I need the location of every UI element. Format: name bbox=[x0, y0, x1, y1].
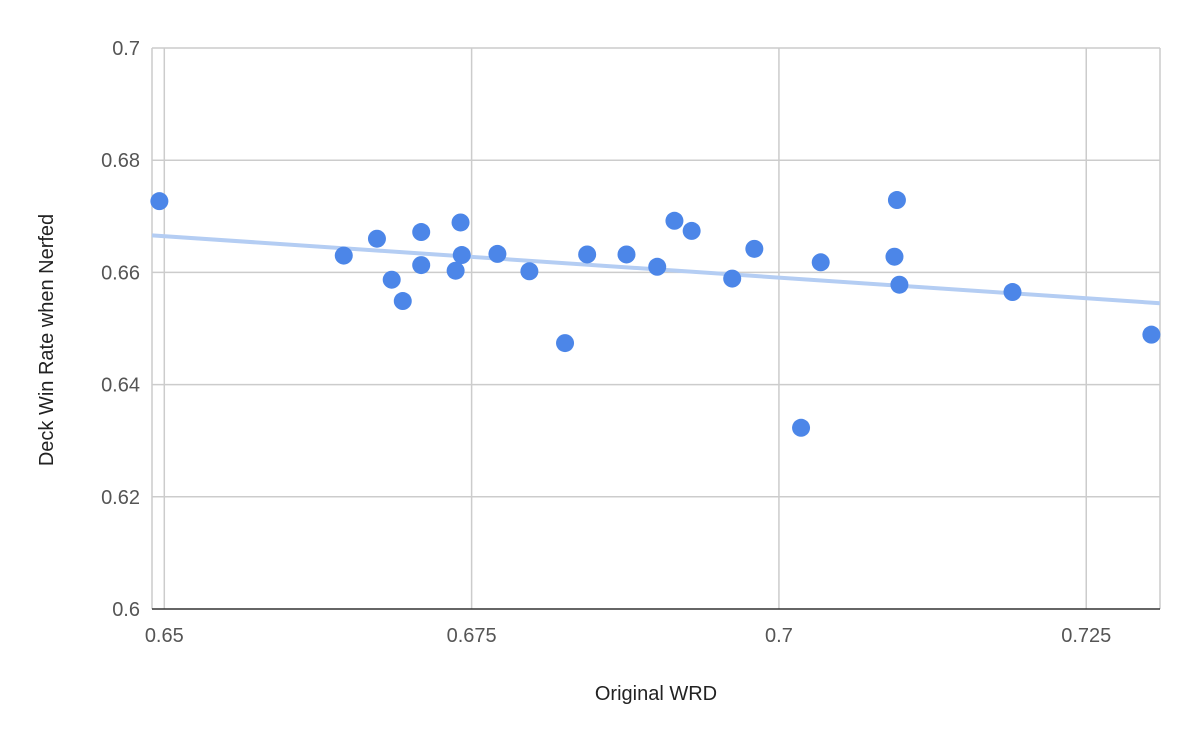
data-point bbox=[412, 256, 431, 275]
data-point bbox=[452, 246, 471, 265]
data-point bbox=[367, 229, 386, 248]
data-point bbox=[811, 253, 830, 272]
data-point bbox=[556, 334, 575, 353]
data-point bbox=[446, 261, 465, 280]
x-gridlines bbox=[151, 48, 1161, 609]
data-point bbox=[723, 269, 742, 288]
data-point bbox=[887, 191, 906, 210]
data-point bbox=[520, 262, 539, 281]
x-axis-title: Original WRD bbox=[595, 683, 717, 705]
y-tick-label: 0.66 bbox=[101, 262, 140, 284]
data-point bbox=[792, 418, 811, 437]
data-point bbox=[1142, 325, 1161, 344]
data-point bbox=[648, 257, 667, 276]
x-tick-label: 0.65 bbox=[145, 625, 184, 647]
y-tick-labels: 0.6 0.62 0.64 0.66 0.68 0.7 bbox=[101, 38, 140, 621]
data-point bbox=[617, 245, 636, 264]
y-tick-label: 0.6 bbox=[112, 599, 140, 621]
data-point bbox=[150, 192, 169, 211]
data-point bbox=[885, 247, 904, 266]
data-point bbox=[890, 275, 909, 294]
x-tick-label: 0.7 bbox=[765, 625, 793, 647]
data-point bbox=[412, 223, 431, 242]
data-point bbox=[451, 213, 470, 232]
data-point bbox=[1003, 283, 1022, 302]
y-axis-title: Deck Win Rate when Nerfed bbox=[36, 214, 58, 466]
y-tick-label: 0.7 bbox=[112, 38, 140, 60]
data-point bbox=[382, 270, 401, 289]
data-point bbox=[334, 246, 353, 265]
x-tick-labels: 0.65 0.675 0.7 0.725 bbox=[145, 625, 1111, 647]
x-tick-label: 0.675 bbox=[447, 625, 497, 647]
data-point bbox=[665, 211, 684, 230]
y-tick-label: 0.68 bbox=[101, 150, 140, 172]
x-tick-label: 0.725 bbox=[1061, 625, 1111, 647]
y-tick-label: 0.64 bbox=[101, 375, 140, 397]
data-point bbox=[488, 244, 507, 263]
data-point bbox=[393, 292, 412, 311]
data-point bbox=[745, 239, 764, 258]
y-tick-label: 0.62 bbox=[101, 487, 140, 509]
data-point bbox=[682, 221, 701, 240]
data-point bbox=[578, 245, 597, 264]
points-layer bbox=[150, 191, 1161, 437]
